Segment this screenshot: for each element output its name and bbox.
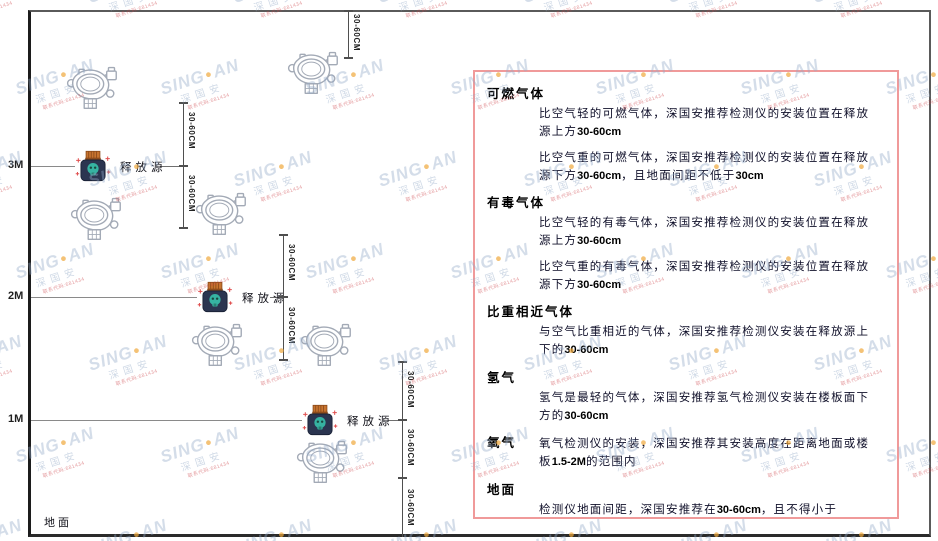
dimension-line-1m (402, 362, 403, 537)
connector-2m (270, 297, 284, 298)
axis-label-1m: 1M (8, 413, 24, 425)
section-paragraph: 比空气重的有毒气体，深国安推荐检测仪的安装位置在释放源下方30-60cm (539, 260, 870, 291)
section-paragraph: 氧气检测仪的安装，深国安推荐其安装高度在距离地面或楼板1.5-2M的范围内 (539, 438, 870, 469)
dimension-tick (279, 359, 288, 361)
guideline-panel: 可燃气体 比空气轻的可燃气体，深国安推荐检测仪的安装位置在释放源上方30-60c… (473, 70, 899, 519)
dimension-tick (398, 419, 407, 421)
section-heading: 地面 (487, 482, 517, 497)
section-paragraph: 比空气重的可燃气体，深国安推荐检测仪的安装位置在释放源下方30-60cm，且地面… (539, 151, 870, 182)
dimension-label: 30-60CM (287, 244, 296, 282)
drawing-frame (28, 10, 931, 537)
dimension-tick (279, 296, 288, 298)
dimension-tick (179, 165, 188, 167)
section-heading: 氧气 (487, 436, 517, 451)
section-paragraph: 比空气轻的可燃气体，深国安推荐检测仪的安装位置在释放源上方30-60cm (539, 108, 870, 139)
section-similar-density-gas: 比重相近气体 与空气比重相近的气体，深国安推荐检测仪安装在释放源上下的30-60… (487, 301, 885, 360)
section-flammable-gas: 可燃气体 比空气轻的可燃气体，深国安推荐检测仪的安装位置在释放源上方30-60c… (487, 83, 885, 185)
ground-label: 地面 (44, 517, 72, 529)
dimension-tick (279, 234, 288, 236)
dimension-line-ceiling (348, 11, 349, 58)
connector-1m (388, 420, 403, 421)
dimension-tick (179, 102, 188, 104)
release-source-label: 释放源 (242, 293, 289, 305)
section-oxygen: 氧气 氧气检测仪的安装，深国安推荐其安装高度在距离地面或楼板1.5-2M的范围内 (487, 432, 885, 472)
dimension-label: 30-60CM (406, 489, 415, 527)
section-paragraph: 与空气比重相近的气体，深国安推荐检测仪安装在释放源上下的30-60cm (539, 326, 870, 357)
gas-detector-icon (296, 439, 348, 484)
dimension-label: 30-60CM (352, 14, 361, 52)
dimension-label: 30-60CM (187, 175, 196, 213)
axis-label-2m: 2M (8, 290, 24, 302)
dimension-label: 30-60CM (287, 307, 296, 345)
axis-label-3m: 3M (8, 159, 24, 171)
gas-detector-icon (287, 50, 339, 95)
section-paragraph: 氢气是最轻的气体，深国安推荐氢气检测仪安装在楼板面下方的30-60cm (539, 391, 870, 422)
section-paragraph: 比空气轻的有毒气体，深国安推荐检测仪的安装位置在释放源上方30-60cm (539, 217, 870, 248)
section-toxic-gas: 有毒气体 比空气轻的有毒气体，深国安推荐检测仪的安装位置在释放源上方30-60c… (487, 192, 885, 294)
connector-3m (160, 166, 184, 167)
release-source-label: 释放源 (120, 162, 167, 174)
gas-detector-icon (70, 196, 122, 241)
dimension-tick (398, 361, 407, 363)
gas-detector-icon (66, 65, 118, 110)
dimension-tick (344, 57, 353, 59)
gas-detector-icon (300, 322, 352, 367)
level-line-1m (31, 420, 302, 421)
release-source-icon (301, 404, 339, 436)
section-ground: 地面 检测仪地面间距，深国安推荐在30-60cm，且不得小于30cm，因为过低容… (487, 479, 885, 517)
dimension-tick (398, 477, 407, 479)
section-heading: 氢气 (487, 370, 517, 385)
release-source-icon (196, 281, 234, 313)
gas-detector-icon (195, 191, 247, 236)
release-source-icon (74, 150, 112, 182)
section-heading: 比重相近气体 (487, 305, 575, 320)
dimension-tick (179, 227, 188, 229)
release-source-label: 释放源 (347, 416, 394, 428)
gas-detector-icon (191, 322, 243, 367)
dimension-label: 30-60CM (406, 429, 415, 467)
section-heading: 可燃气体 (487, 87, 546, 101)
dimension-label: 30-60CM (406, 371, 415, 409)
dimension-tick (344, 10, 353, 12)
level-line-2m (31, 297, 197, 298)
section-hydrogen: 氢气 氢气是最轻的气体，深国安推荐氢气检测仪安装在楼板面下方的30-60cm (487, 367, 885, 426)
dimension-label: 30-60CM (187, 112, 196, 150)
level-line-3m (31, 166, 75, 167)
section-paragraph: 检测仪地面间距，深国安推荐在30-60cm，且不得小于30cm，因为过低容易水溅… (539, 503, 838, 516)
section-heading: 有毒气体 (487, 196, 546, 211)
